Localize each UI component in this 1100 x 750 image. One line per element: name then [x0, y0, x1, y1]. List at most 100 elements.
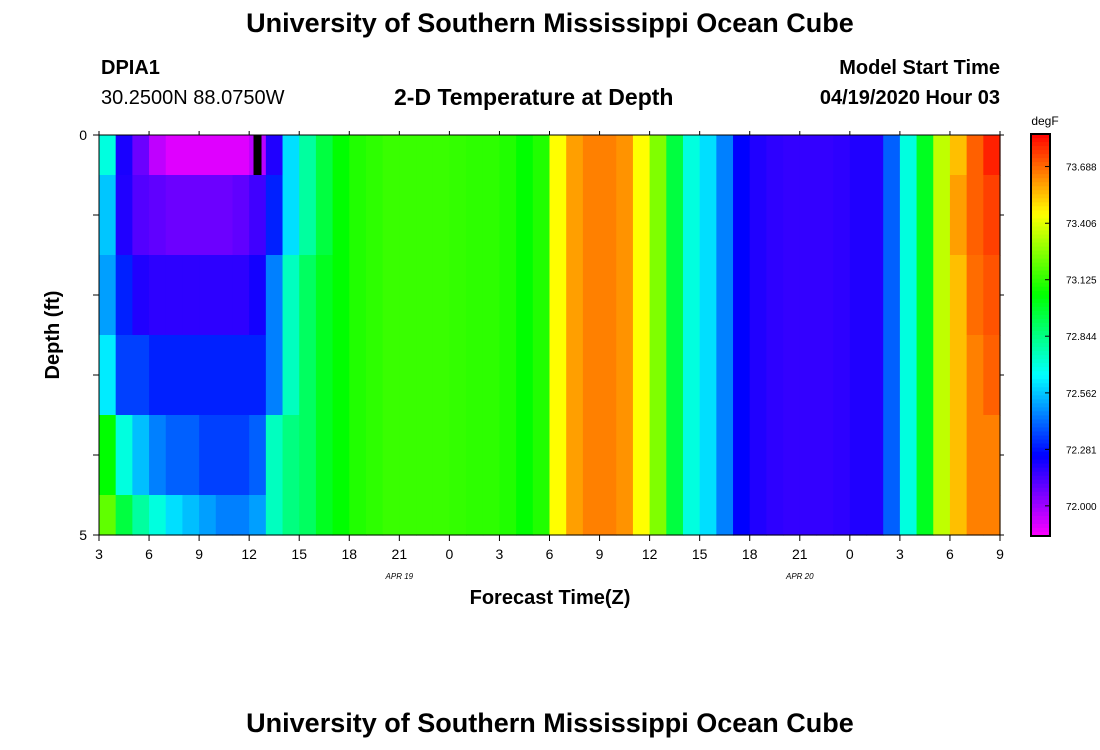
- heatmap-marker: [1021, 135, 1030, 175]
- heat-cell: [499, 495, 517, 536]
- heat-cell: [132, 495, 150, 536]
- heat-cell: [733, 335, 751, 416]
- heat-cell: [249, 335, 267, 416]
- heat-cell: [833, 175, 851, 256]
- x-tick-label: 3: [896, 546, 904, 562]
- heat-cell: [365, 255, 384, 336]
- y-tick-label: 5: [79, 527, 87, 543]
- colorbar-segment: [1031, 166, 1050, 171]
- heat-cell: [215, 415, 234, 496]
- heat-cell: [966, 335, 984, 416]
- heat-cell: [516, 175, 534, 256]
- colorbar-segment: [1031, 375, 1050, 380]
- heat-cell: [666, 255, 684, 336]
- x-tick-label: 15: [692, 546, 708, 562]
- station-id: DPIA1: [101, 57, 160, 79]
- heat-cell: [365, 495, 384, 536]
- heat-cell: [833, 255, 851, 336]
- heat-cell: [199, 495, 217, 536]
- heat-cell: [799, 495, 818, 536]
- heat-cell: [299, 495, 317, 536]
- heat-cell: [582, 255, 601, 336]
- colorbar-tick-label: 72.281: [1066, 445, 1097, 456]
- heat-cell: [399, 175, 417, 256]
- heat-cell: [249, 255, 267, 336]
- heat-cell: [149, 415, 167, 496]
- colorbar-segment: [1031, 294, 1050, 300]
- colorbar-segment: [1031, 190, 1050, 195]
- heat-cell: [983, 255, 1001, 336]
- x-tick-label: 3: [95, 546, 103, 562]
- heat-cell: [883, 175, 901, 256]
- heat-cell: [482, 135, 501, 176]
- heat-cell: [632, 255, 651, 336]
- heat-cell: [783, 495, 801, 536]
- heat-cell: [149, 335, 167, 416]
- colorbar-segment: [1031, 339, 1050, 344]
- heat-cell: [215, 255, 234, 336]
- heat-cell: [115, 175, 133, 256]
- heat-cell: [733, 495, 751, 536]
- colorbar-segment: [1031, 503, 1050, 509]
- heat-cell: [899, 335, 918, 416]
- heat-cell: [215, 495, 234, 536]
- colorbar-segment: [1031, 443, 1050, 449]
- colorbar-segment: [1031, 306, 1050, 312]
- heat-cell: [532, 495, 551, 536]
- colorbar-segment: [1031, 138, 1050, 143]
- heat-cell: [632, 135, 651, 176]
- heat-cell: [916, 135, 934, 176]
- heat-cell: [666, 495, 684, 536]
- colorbar-segment: [1031, 318, 1050, 324]
- heat-cell: [599, 335, 617, 416]
- heat-cell: [749, 135, 768, 176]
- heat-cell: [716, 495, 734, 536]
- heat-cell: [132, 175, 150, 256]
- heat-cell: [866, 135, 884, 176]
- heat-cell: [733, 255, 751, 336]
- heat-cell: [416, 495, 434, 536]
- heat-cell: [382, 415, 400, 496]
- colorbar-segment: [1031, 427, 1050, 433]
- heat-cell: [532, 335, 551, 416]
- colorbar-tick-label: 72.000: [1066, 502, 1097, 513]
- colorbar-segment: [1031, 391, 1050, 396]
- heat-cell: [983, 175, 1001, 256]
- heat-cell: [566, 255, 584, 336]
- heat-cell: [382, 335, 400, 416]
- heat-cell: [99, 335, 117, 416]
- colorbar-segment: [1031, 198, 1050, 203]
- heat-cell: [966, 495, 984, 536]
- heat-cell: [716, 175, 734, 256]
- colorbar-segment: [1031, 182, 1050, 187]
- heat-cell: [249, 415, 267, 496]
- heat-cell: [733, 135, 751, 176]
- heat-cell: [599, 255, 617, 336]
- plot-title: 2-D Temperature at Depth: [394, 84, 674, 110]
- heat-cell: [716, 335, 734, 416]
- x-tick-label: 18: [341, 546, 357, 562]
- heat-cell: [182, 415, 200, 496]
- colorbar-tick-label: 72.844: [1066, 332, 1097, 343]
- heat-cell: [549, 135, 567, 176]
- heat-cell: [249, 175, 267, 256]
- heat-cell: [666, 335, 684, 416]
- heat-cell: [332, 415, 350, 496]
- colorbar-segment: [1031, 142, 1050, 147]
- heat-cell: [416, 415, 434, 496]
- heat-cell: [632, 415, 651, 496]
- heat-cell: [232, 135, 250, 176]
- heat-cell: [549, 255, 567, 336]
- heat-cell: [699, 135, 717, 176]
- x-tick-label: 6: [145, 546, 153, 562]
- heat-cell: [599, 495, 617, 536]
- heat-cell: [883, 495, 901, 536]
- heat-cell: [833, 415, 851, 496]
- heat-cell: [899, 175, 918, 256]
- heat-cell: [432, 255, 450, 336]
- colorbar-segment: [1031, 214, 1050, 220]
- heat-cell: [783, 135, 801, 176]
- heat-cell: [165, 135, 184, 176]
- colorbar-segment: [1031, 343, 1050, 348]
- heat-cell: [182, 135, 200, 176]
